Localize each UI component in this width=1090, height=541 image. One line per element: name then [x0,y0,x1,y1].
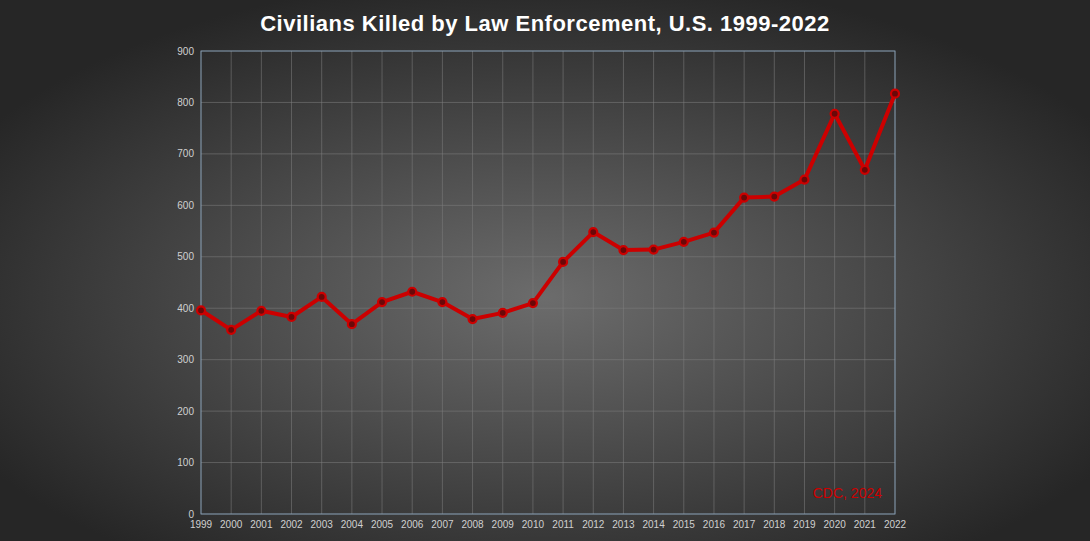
series-marker [227,326,235,334]
x-grid-line [532,51,533,514]
y-grid-line [201,102,895,103]
x-tick-label: 2021 [854,519,877,530]
series-marker [740,194,748,202]
x-tick-label: 2019 [793,519,816,530]
x-tick-label: 2011 [552,519,574,530]
x-grid-line [502,51,503,514]
y-tick-label: 800 [177,97,194,108]
x-tick-label: 2014 [642,519,665,530]
series-marker [891,90,899,98]
series-marker [861,166,869,174]
x-grid-line [382,51,383,514]
series-marker [257,307,265,315]
x-grid-line [231,51,232,514]
series-marker [800,176,808,184]
x-grid-line [563,51,564,514]
x-grid-line [291,51,292,514]
y-tick-label: 300 [177,354,194,365]
y-tick-label: 200 [177,406,194,417]
x-tick-label: 2000 [220,519,243,530]
x-tick-label: 1999 [190,519,213,530]
series-marker [559,258,567,266]
series-marker [469,315,477,323]
series-marker [589,228,597,236]
x-tick-label: 2007 [431,519,454,530]
chart-title: Civilians Killed by Law Enforcement, U.S… [260,11,830,36]
x-tick-label: 2020 [824,519,847,530]
series-marker [710,229,718,237]
x-grid-line [683,51,684,514]
x-tick-label: 2018 [763,519,786,530]
chart-svg: 0 100 200 300 400 500 600 700 800 900 1999 2000 2001… [0,0,1090,541]
series-marker [831,110,839,118]
y-grid-line [201,256,895,257]
series-marker [499,309,507,317]
series-group [197,90,899,334]
x-grid-line [412,51,413,514]
y-grid-line [201,462,895,463]
x-grid-line [744,51,745,514]
x-grid-line [834,51,835,514]
x-tick-label: 2012 [582,519,605,530]
x-grid-line [351,51,352,514]
series-marker [438,298,446,306]
source-annotation: CDC, 2024 [813,485,882,501]
x-tick-label: 2015 [673,519,696,530]
y-tick-label: 0 [188,509,194,520]
series-marker [770,193,778,201]
x-tick-label: 2001 [250,519,273,530]
x-tick-label: 2005 [371,519,394,530]
x-tick-label: 2013 [612,519,635,530]
x-grid-line [593,51,594,514]
y-tick-label: 600 [177,200,194,211]
x-tick-label: 2009 [492,519,515,530]
y-grid-line [201,205,895,206]
x-tick-label: 2008 [461,519,484,530]
x-tick-label: 2006 [401,519,424,530]
series-marker [529,299,537,307]
series-marker [619,246,627,254]
x-tick-label: 2010 [522,519,545,530]
series-marker [348,320,356,328]
x-grid-line [321,51,322,514]
chart-container: 0 100 200 300 400 500 600 700 800 900 1999 2000 2001… [0,0,1090,541]
x-grid-line [623,51,624,514]
series-marker [650,246,658,254]
series-marker [197,306,205,314]
y-tick-label: 500 [177,251,194,262]
plot-frame [201,51,895,514]
y-tick-label: 700 [177,148,194,159]
series-marker [408,288,416,296]
series-line [201,94,895,330]
x-grid-line [804,51,805,514]
x-tick-label: 2004 [341,519,364,530]
x-tick-label: 2016 [703,519,726,530]
x-grid-line [472,51,473,514]
x-grid-line [653,51,654,514]
x-tick-label: 2017 [733,519,756,530]
y-grid-line [201,411,895,412]
x-tick-label: 2022 [884,519,907,530]
series-marker [680,238,688,246]
background [0,0,1090,541]
x-tick-label: 2002 [280,519,303,530]
y-tick-label: 900 [177,46,194,57]
x-tick-label: 2003 [311,519,334,530]
series-marker [378,298,386,306]
series-marker [318,293,326,301]
x-grid-line [774,51,775,514]
y-grid-line [201,153,895,154]
x-grid-line [713,51,714,514]
x-grid-line [261,51,262,514]
y-grid-line [201,359,895,360]
series-marker [288,313,296,321]
y-tick-label: 100 [177,457,194,468]
x-grid-line [442,51,443,514]
x-grid-line [864,51,865,514]
y-tick-label: 400 [177,303,194,314]
